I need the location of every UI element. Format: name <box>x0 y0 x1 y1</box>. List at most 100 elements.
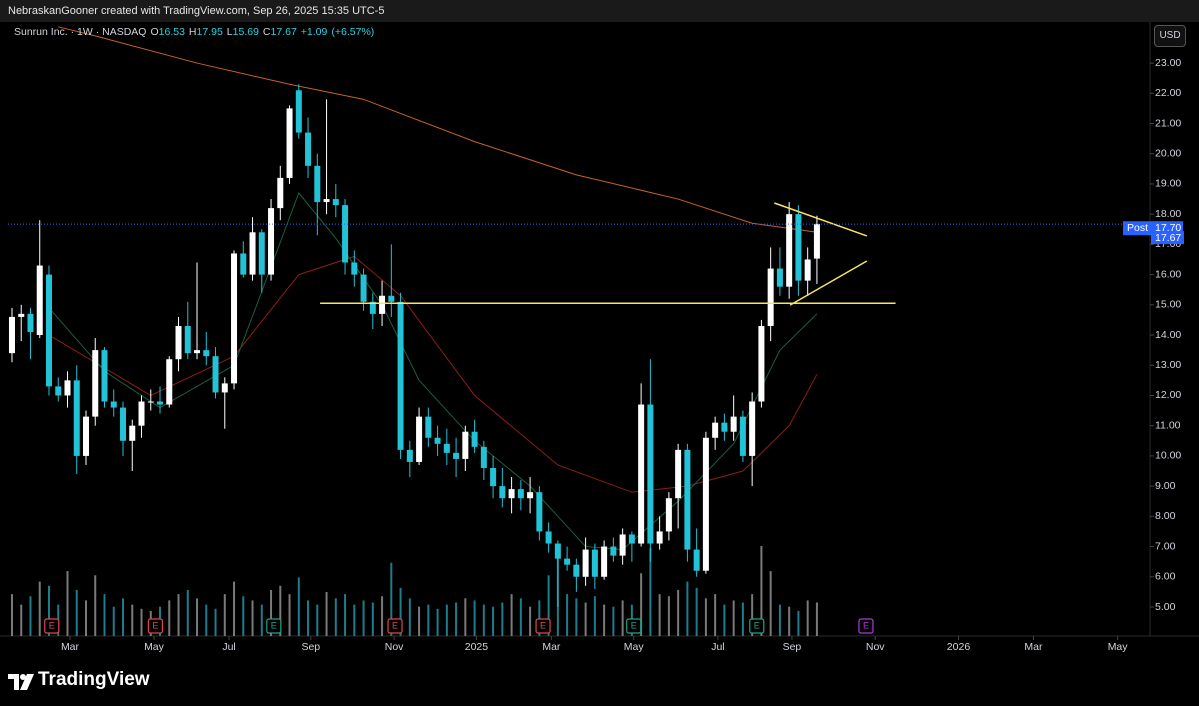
x-tick-label: May <box>1108 641 1129 653</box>
volume-bar <box>806 600 809 636</box>
volume-bar <box>270 589 273 636</box>
candle-body <box>379 295 386 314</box>
volume-bar <box>677 589 680 636</box>
volume-bar <box>399 587 402 636</box>
candle-body <box>92 350 99 417</box>
candle-body <box>397 301 404 450</box>
volume-bar <box>769 571 772 636</box>
candle-body <box>369 301 376 314</box>
candle-body <box>545 531 552 544</box>
candle-body <box>45 274 52 387</box>
volume-bar <box>436 608 439 636</box>
volume-bar <box>593 596 596 636</box>
trend-line <box>789 260 868 306</box>
earnings-label: E <box>631 620 637 630</box>
y-tick-label: 7.00 <box>1155 540 1176 552</box>
candle-body <box>175 325 182 360</box>
candle-body <box>286 108 293 178</box>
candle-body <box>166 359 173 405</box>
x-tick-label: 2025 <box>465 641 489 653</box>
volume-bar <box>196 598 199 636</box>
earnings-label: E <box>863 620 869 630</box>
candle-body <box>295 90 302 133</box>
logo-icon <box>8 674 34 690</box>
y-tick-label: 20.00 <box>1155 148 1181 160</box>
volume-bar <box>260 604 263 636</box>
candle-body <box>203 350 210 357</box>
candle-body <box>64 380 71 396</box>
volume-bar <box>103 594 106 636</box>
volume-bar <box>723 604 726 636</box>
earnings-marker <box>535 618 551 634</box>
volume-bar <box>686 581 689 636</box>
candle-body <box>110 401 117 408</box>
candle-body <box>8 316 15 354</box>
post-label-name: Post <box>1127 222 1148 234</box>
y-tick-label: 11.00 <box>1155 419 1181 431</box>
earnings-marker <box>266 618 282 634</box>
x-tick-label: Mar <box>1024 641 1043 653</box>
candle-body <box>332 199 339 206</box>
volume-bar <box>84 600 87 636</box>
volume-bar <box>732 600 735 636</box>
volume-bar <box>760 546 763 636</box>
volume-bar <box>566 594 569 636</box>
candle-body <box>693 549 700 571</box>
volume-bar <box>297 577 300 636</box>
ohlc-key: H <box>188 26 197 38</box>
y-tick-label: 9.00 <box>1155 480 1176 492</box>
volume-bar <box>640 573 643 636</box>
volume-bar <box>658 594 661 636</box>
volume-bar <box>75 589 78 636</box>
candle-body <box>767 268 774 326</box>
volume-bar <box>815 602 818 636</box>
volume-bar <box>233 581 236 636</box>
candle-body <box>675 449 682 499</box>
volume-bar <box>788 606 791 636</box>
candle-body <box>453 452 460 459</box>
candle-body <box>342 205 349 263</box>
x-tick-label: Nov <box>385 641 404 653</box>
moving-average <box>58 26 817 233</box>
volume-bar <box>20 604 23 636</box>
y-tick-label: 5.00 <box>1155 601 1176 613</box>
y-tick-label: 6.00 <box>1155 571 1176 583</box>
volume-bar <box>547 575 550 636</box>
currency-button[interactable]: USD <box>1154 25 1186 47</box>
volume-bar <box>501 602 504 636</box>
earnings-marker <box>387 618 403 634</box>
candle-body <box>82 416 89 456</box>
candle-body <box>147 401 154 403</box>
candle-body <box>18 313 25 317</box>
candle-body <box>508 489 515 499</box>
candle-body <box>212 356 219 393</box>
volume-bar <box>445 604 448 636</box>
candle-body <box>323 199 330 203</box>
volume-bar <box>649 548 652 636</box>
volume-bar <box>473 600 476 636</box>
volume-bar <box>464 598 467 636</box>
volume-bar <box>427 604 430 636</box>
ohlc-value: 17.67 <box>270 26 297 38</box>
volume-bar <box>714 594 717 636</box>
candle-body <box>471 431 478 447</box>
candle-body <box>582 549 589 577</box>
volume-bar <box>584 602 587 636</box>
volume-bar <box>418 606 421 636</box>
candle-body <box>425 416 432 438</box>
earnings-marker <box>749 618 765 634</box>
earnings-label: E <box>754 620 760 630</box>
y-tick-label: 12.00 <box>1155 389 1181 401</box>
volume-bar <box>94 575 97 636</box>
candle-body <box>434 437 441 444</box>
y-tick-label: 21.00 <box>1155 117 1181 129</box>
earnings-marker <box>858 618 874 634</box>
x-tick-label: Nov <box>866 641 885 653</box>
volume-bar <box>186 589 189 636</box>
volume-bar <box>695 587 698 636</box>
footer: TradingView <box>0 658 1199 706</box>
candle-body <box>462 431 469 459</box>
last-price-value: 17.67 <box>1155 232 1181 244</box>
x-tick-label: May <box>624 641 645 653</box>
